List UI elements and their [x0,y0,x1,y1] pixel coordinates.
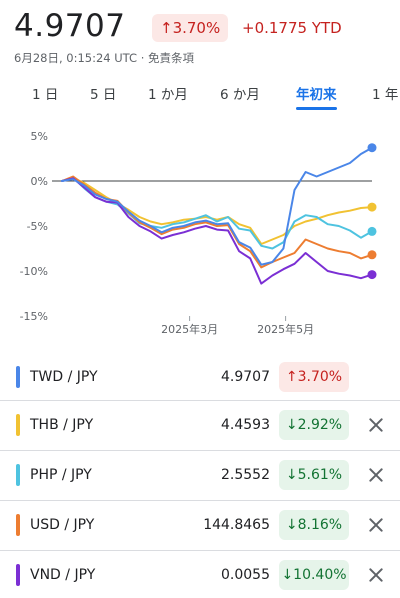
legend-row-php[interactable]: PHP / JPY 2.5552 ↓5.61% [0,450,400,500]
divider [0,400,400,401]
y-tick-label: 5% [31,130,48,143]
tab-1d[interactable]: 1 日 [32,87,59,103]
tab-5d[interactable]: 5 日 [90,87,117,103]
y-tick-label: 0% [31,175,48,188]
comparison-line-chart[interactable]: 5% 0% -5% -10% -15% 2025年3月 2025年5月 [0,120,400,350]
series-end-point [367,202,377,212]
close-icon[interactable] [366,565,386,585]
pair-value: 2.5552 [221,467,270,483]
change-badge: ↓2.92% [279,410,349,440]
series-line [61,177,373,245]
tab-1y[interactable]: 1 年 [372,87,399,103]
close-icon[interactable] [366,465,386,485]
change-badge: ↓10.40% [279,560,349,590]
series-swatch [16,564,20,586]
series-end-point [367,226,377,236]
y-tick-label: -5% [27,220,48,233]
range-tabs: 1 日 5 日 1 か月 6 か月 年初来 1 年 [0,84,400,114]
divider [0,450,400,451]
pair-value: 4.9707 [221,369,270,385]
legend-row-usd[interactable]: USD / JPY 144.8465 ↓8.16% [0,500,400,550]
timestamp-disclaimer[interactable]: 6月28日, 0:15:24 UTC · 免責条項 [14,51,195,65]
divider [0,550,400,551]
y-tick-label: -10% [20,265,48,278]
pair-value: 0.0055 [221,567,270,583]
series-line [61,177,373,285]
quote-header: 4.9707 ↑3.70% +0.1775 YTD [14,4,394,44]
pair-label: THB / JPY [30,417,94,433]
series-line [61,176,373,250]
x-tick-label: 2025年3月 [161,322,218,336]
series-end-point [367,143,377,153]
legend-row-vnd[interactable]: VND / JPY 0.0055 ↓10.40% [0,550,400,598]
y-tick-label: -15% [20,310,48,323]
change-percent-badge: ↑3.70% [152,14,229,42]
x-tick-label: 2025年5月 [257,322,314,336]
series-end-point [367,270,377,280]
change-badge: ↑3.70% [279,362,349,392]
tab-ytd[interactable]: 年初来 [296,84,337,110]
pair-label: PHP / JPY [30,467,92,483]
ytd-change: +0.1775 YTD [242,19,342,37]
divider [0,500,400,501]
tab-6m[interactable]: 6 か月 [220,87,260,103]
series-swatch [16,514,20,536]
close-icon[interactable] [366,515,386,535]
pair-label: USD / JPY [30,517,95,533]
legend-row-twd[interactable]: TWD / JPY 4.9707 ↑3.70% [0,352,400,402]
series-swatch [16,414,20,436]
pair-label: TWD / JPY [30,369,98,385]
pair-label: VND / JPY [30,567,96,583]
series-swatch [16,464,20,486]
change-badge: ↓8.16% [279,510,349,540]
pair-value: 144.8465 [203,517,270,533]
series-end-point [367,250,377,260]
legend-row-thb[interactable]: THB / JPY 4.4593 ↓2.92% [0,400,400,450]
change-badge: ↓5.61% [279,460,349,490]
close-icon[interactable] [366,415,386,435]
tab-1m[interactable]: 1 か月 [148,87,188,103]
series-swatch [16,366,20,388]
series-line [61,146,373,266]
current-price: 4.9707 [14,8,126,44]
pair-value: 4.4593 [221,417,270,433]
